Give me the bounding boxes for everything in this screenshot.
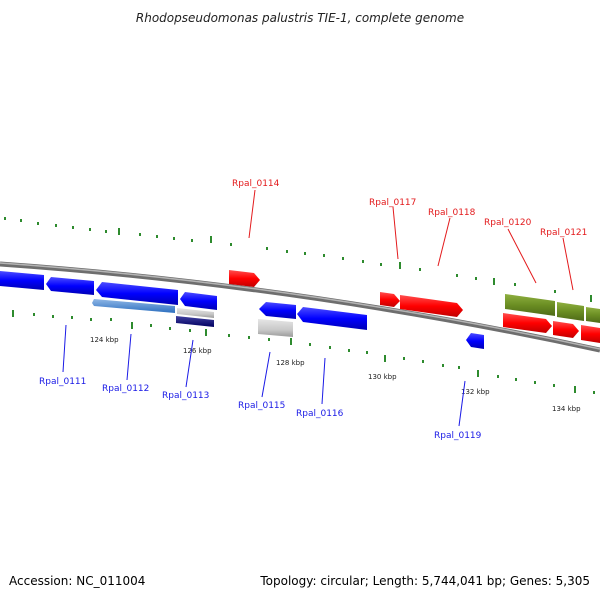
gene-rpal-0120[interactable] xyxy=(505,294,555,316)
gene-rpal-0121[interactable] xyxy=(557,302,584,321)
gene-rpal-0119[interactable] xyxy=(466,333,484,349)
tick-label-126: 126 kbp xyxy=(183,347,212,355)
gene-rpal-0116[interactable] xyxy=(297,307,367,330)
gene-rpal-0121-red[interactable] xyxy=(553,321,579,338)
gene-rpal-0113[interactable] xyxy=(180,292,217,310)
label-rpal-0111: Rpal_0111 xyxy=(39,377,86,387)
gene-rpal-0115[interactable] xyxy=(259,302,296,319)
gene-rpal-0121-olive-b[interactable] xyxy=(586,307,600,323)
forward-genes xyxy=(229,270,600,343)
genome-summary-text: Topology: circular; Length: 5,744,041 bp… xyxy=(260,574,590,588)
gene-rpal-0114[interactable] xyxy=(229,270,260,287)
label-rpal-0113: Rpal_0113 xyxy=(162,391,209,401)
gene-rpal-0115-hit[interactable] xyxy=(258,319,293,337)
tick-label-134: 134 kbp xyxy=(552,405,581,413)
upper-tick-row xyxy=(4,217,592,302)
lower-tick-row xyxy=(12,310,595,394)
label-rpal-0115: Rpal_0115 xyxy=(238,401,285,411)
label-rpal-0121: Rpal_0121 xyxy=(540,228,587,238)
gene-rpal-0113-hit-b[interactable] xyxy=(176,316,214,327)
reverse-gene-labels: Rpal_0111 Rpal_0112 Rpal_0113 Rpal_0115 … xyxy=(39,377,482,441)
accession-text: Accession: NC_011004 xyxy=(9,574,146,588)
gene-rpal-0120-red[interactable] xyxy=(503,313,552,333)
forward-leader-lines xyxy=(248,189,574,291)
label-rpal-0112: Rpal_0112 xyxy=(102,384,149,394)
forward-gene-labels: Rpal_0114 Rpal_0117 Rpal_0118 Rpal_0120 … xyxy=(232,179,587,238)
label-rpal-0116: Rpal_0116 xyxy=(296,409,344,419)
gene-rpal-0112[interactable] xyxy=(96,282,178,305)
label-rpal-0119: Rpal_0119 xyxy=(434,431,482,441)
map-title: Rhodopseudomonas palustris TIE-1, comple… xyxy=(136,11,464,25)
label-rpal-0118: Rpal_0118 xyxy=(428,208,476,218)
gene-rpal-0118[interactable] xyxy=(400,295,463,317)
gene-rpal-0112-hit[interactable] xyxy=(92,299,175,313)
tick-label-128: 128 kbp xyxy=(276,359,305,367)
gene-rpal-0111b[interactable] xyxy=(46,277,94,295)
label-rpal-0117: Rpal_0117 xyxy=(369,198,416,208)
gene-rpal-0113-hit-a[interactable] xyxy=(177,308,214,318)
genome-backbone xyxy=(0,261,600,353)
reverse-genes xyxy=(0,271,484,349)
label-rpal-0114: Rpal_0114 xyxy=(232,179,280,189)
gene-rpal-0121-red-b[interactable] xyxy=(581,325,600,343)
tick-label-124: 124 kbp xyxy=(90,336,119,344)
tick-labels: 124 kbp 126 kbp 128 kbp 130 kbp 132 kbp … xyxy=(90,336,581,413)
tick-label-130: 130 kbp xyxy=(368,373,397,381)
gene-rpal-0117[interactable] xyxy=(380,292,400,307)
label-rpal-0120: Rpal_0120 xyxy=(484,218,532,228)
tick-label-132: 132 kbp xyxy=(461,388,490,396)
reverse-leader-lines xyxy=(62,324,466,427)
gene-rpal-0111[interactable] xyxy=(0,271,44,290)
